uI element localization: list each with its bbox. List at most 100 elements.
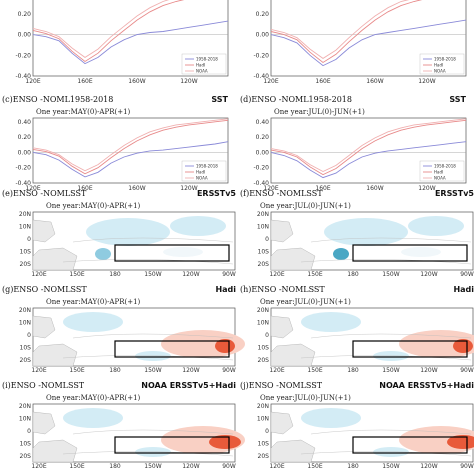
subtitle-e: One year:MAY(0)-APR(+1) bbox=[46, 202, 141, 210]
y-tick-label: 0.00 bbox=[18, 149, 32, 156]
x-tick-label: 90W bbox=[222, 271, 236, 278]
panel-d: (d)ENSO -NOML1958-2018 SST One year:JUL(… bbox=[240, 95, 467, 192]
anomaly-negative bbox=[373, 447, 409, 457]
x-tick-label: 120E bbox=[25, 78, 40, 85]
x-ticks-d: 120E 160E 160W 120W bbox=[263, 185, 435, 192]
y-tick-label: -0.20 bbox=[253, 52, 269, 59]
x-tick-label: 120E bbox=[269, 271, 284, 278]
landmass bbox=[32, 219, 56, 243]
x-tick-label: 180 bbox=[347, 367, 359, 374]
contour-line bbox=[72, 333, 234, 339]
x-tick-label: 120E bbox=[31, 463, 46, 470]
y-tick-label: 0.20 bbox=[18, 11, 32, 18]
x-tick-label: 180 bbox=[109, 271, 121, 278]
nino-box bbox=[114, 436, 230, 454]
panel-j: (j)ENSO -NOMLSST NOAA ERSSTv5+Hadi One y… bbox=[240, 381, 474, 470]
source-c: SST bbox=[211, 95, 228, 104]
subtitle-j: One year:JUL(0)-JUN(+1) bbox=[260, 394, 351, 402]
anomaly-negative bbox=[170, 216, 226, 236]
source-i: NOAA ERSSTv5+Hadi bbox=[141, 381, 236, 390]
panel-g: (g)ENSO -NOMLSST Hadi One year:MAY(0)-AP… bbox=[2, 285, 245, 374]
legend-label-2: NOAA bbox=[196, 176, 208, 181]
nino-box bbox=[352, 436, 468, 454]
y-tick-label: 0 bbox=[265, 332, 269, 339]
series-line-1 bbox=[32, 119, 229, 175]
y-tick-label: 0.40 bbox=[18, 119, 32, 126]
series-line-2 bbox=[32, 118, 229, 172]
anomaly-negative bbox=[373, 351, 409, 361]
y-tick-label: -0.40 bbox=[15, 73, 31, 80]
landmass bbox=[270, 411, 294, 435]
x-tick-label: 150W bbox=[382, 463, 399, 470]
x-tick-label: 180 bbox=[347, 463, 359, 470]
y-tick-label: -0.20 bbox=[253, 165, 269, 172]
map-area: 120E 150E 180 150W 120W 90W 20N 10N 0 10S 20S bbox=[257, 403, 474, 470]
x-tick-label: 120E bbox=[269, 367, 284, 374]
map-area: 120E 150E 180 150W 120W 90W 20N 10N 0 10S 20S bbox=[19, 307, 245, 374]
x-tick-label: 160E bbox=[77, 78, 92, 85]
landmass bbox=[270, 343, 316, 367]
anomaly-positive-core bbox=[209, 435, 241, 449]
anomaly-negative-core bbox=[333, 248, 349, 260]
chart-lines-b bbox=[270, 0, 467, 67]
legend-label-0: 1958-2018 bbox=[434, 164, 456, 169]
y-tick-label: 20S bbox=[20, 261, 32, 268]
x-tick-label: 120E bbox=[31, 367, 46, 374]
anomaly-negative bbox=[135, 447, 171, 457]
x-tick-label: 150E bbox=[69, 463, 84, 470]
y-tick-label: 0 bbox=[27, 236, 31, 243]
x-tick-label: 120E bbox=[263, 78, 278, 85]
y-tick-label: 10N bbox=[19, 224, 31, 231]
y-tick-label: 10S bbox=[20, 441, 32, 448]
anomaly-negative bbox=[408, 216, 464, 236]
series-line-0 bbox=[32, 20, 229, 65]
contour-line bbox=[72, 237, 234, 243]
x-tick-label: 120W bbox=[420, 463, 437, 470]
chart-lines-c bbox=[32, 118, 229, 178]
subtitle-c: One year:MAY(0)-APR(+1) bbox=[36, 108, 131, 116]
x-tick-label: 120W bbox=[180, 185, 197, 192]
y-tick-label: 20S bbox=[20, 453, 32, 460]
y-tick-label: 20S bbox=[20, 357, 32, 364]
landmass bbox=[32, 411, 56, 435]
y-tick-label: -0.40 bbox=[15, 180, 31, 187]
x-tick-label: 90W bbox=[460, 271, 474, 278]
landmass bbox=[270, 315, 294, 339]
anomaly-positive-core bbox=[453, 339, 473, 353]
series-line-0 bbox=[32, 141, 229, 178]
x-tick-label: 150E bbox=[307, 367, 322, 374]
x-tick-label: 150W bbox=[382, 367, 399, 374]
series-line-2 bbox=[270, 0, 410, 59]
x-tick-label: 120E bbox=[25, 185, 40, 192]
x-tick-label: 90W bbox=[222, 367, 236, 374]
y-tick-label: 0.20 bbox=[256, 134, 270, 141]
source-h: Hadi bbox=[453, 285, 474, 294]
x-tick-label: 90W bbox=[222, 463, 236, 470]
y-tick-label: 20S bbox=[258, 357, 270, 364]
subtitle-g: One year:MAY(0)-APR(+1) bbox=[46, 298, 141, 306]
x-tick-label: 150W bbox=[144, 271, 161, 278]
x-tick-label: 120E bbox=[269, 463, 284, 470]
subtitle-f: One year:JUL(0)-JUN(+1) bbox=[260, 202, 351, 210]
y-ticks-b: 0.400.200.00-0.20-0.40 bbox=[253, 11, 269, 80]
y-ticks-c: 0.40 0.20 0.00 -0.20 -0.40 bbox=[15, 119, 31, 187]
anomaly-weak bbox=[401, 247, 441, 257]
x-tick-label: 150E bbox=[307, 463, 322, 470]
y-tick-label: 0.00 bbox=[256, 149, 270, 156]
y-tick-label: 20N bbox=[257, 211, 269, 218]
anomaly-negative bbox=[63, 408, 123, 428]
x-tick-label: 150W bbox=[382, 271, 399, 278]
x-ticks-b: 120E 160E 160W 120W bbox=[263, 78, 435, 85]
x-tick-label: 120E bbox=[31, 271, 46, 278]
caption-j: (j)ENSO -NOMLSST bbox=[240, 381, 323, 390]
contour-line bbox=[62, 259, 234, 265]
source-f: ERSSTv5 bbox=[435, 189, 474, 198]
legend-label-1: HadI bbox=[434, 63, 443, 68]
legend-label-2: NOAA bbox=[434, 69, 446, 74]
anomaly-negative bbox=[324, 218, 408, 246]
